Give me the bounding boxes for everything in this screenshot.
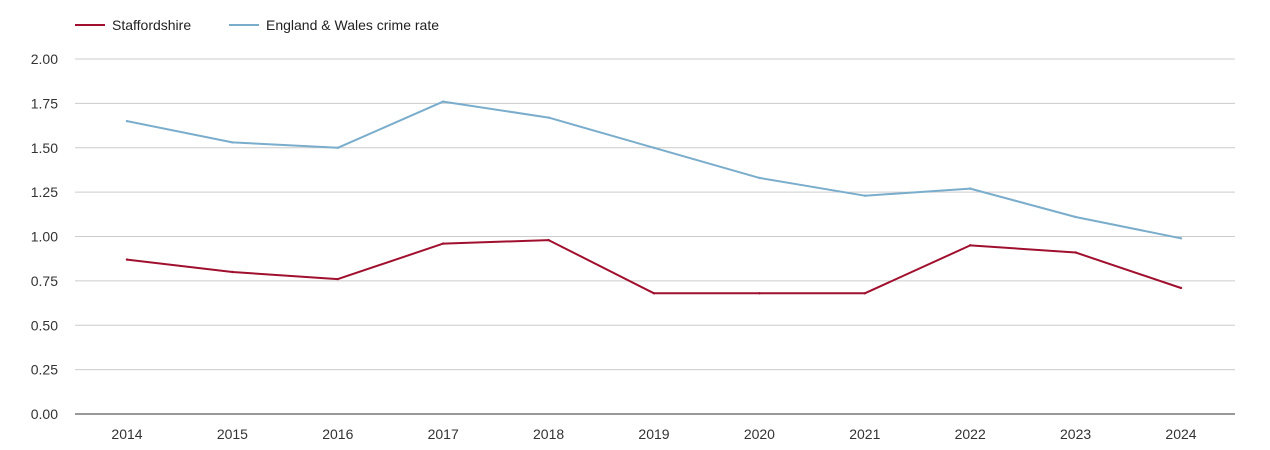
data-point-staffordshire	[969, 244, 972, 247]
data-point-staffordshire	[547, 238, 550, 242]
x-tick-label: 2022	[955, 426, 986, 442]
legend-label: England & Wales crime rate	[266, 17, 439, 33]
y-tick-label: 2.00	[31, 51, 58, 67]
x-axis: 2014 2015 2016 2017 2018 2019 2020 2021 2022 2023…	[111, 426, 1196, 442]
data-point-staffordshire	[1074, 251, 1077, 254]
data-point-england-wales-crime-rate	[547, 116, 550, 119]
data-point-england-wales-crime-rate	[863, 194, 866, 197]
y-tick-label: 1.75	[31, 95, 58, 111]
y-tick-label: 1.25	[31, 184, 58, 200]
y-tick-label: 0.00	[31, 406, 58, 422]
data-point-staffordshire	[863, 292, 866, 295]
x-tick-label: 2021	[849, 426, 880, 442]
data-point-england-wales-crime-rate	[336, 146, 339, 149]
data-point-england-wales-crime-rate	[1179, 237, 1183, 240]
data-point-england-wales-crime-rate	[969, 187, 972, 190]
data-point-england-wales-crime-rate	[231, 141, 234, 144]
legend-label: Staffordshire	[112, 17, 191, 33]
y-tick-label: 0.50	[31, 317, 58, 333]
y-axis: 0.00 0.25 0.50 0.75 1.00 1.25 1.50 1.75 2.00	[31, 51, 58, 422]
data-point-staffordshire	[442, 242, 445, 245]
x-tick-label: 2017	[428, 426, 459, 442]
data-point-england-wales-crime-rate	[125, 119, 129, 123]
series-line-staffordshire	[126, 239, 1182, 295]
y-tick-label: 0.25	[31, 362, 58, 378]
data-point-staffordshire	[1179, 286, 1183, 290]
x-tick-label: 2015	[217, 426, 248, 442]
y-tick-label: 1.00	[31, 229, 58, 245]
legend: Staffordshire England & Wales crime rate	[75, 17, 439, 33]
x-tick-label: 2024	[1165, 426, 1196, 442]
x-tick-label: 2014	[111, 426, 142, 442]
x-tick-label: 2019	[638, 426, 669, 442]
data-point-staffordshire	[758, 292, 761, 295]
data-point-staffordshire	[231, 270, 234, 274]
series-line-england-wales-crime-rate	[126, 100, 1182, 240]
x-tick-label: 2023	[1060, 426, 1091, 442]
data-point-staffordshire	[336, 277, 339, 281]
legend-item[interactable]: England & Wales crime rate	[229, 17, 439, 33]
data-point-staffordshire	[652, 292, 656, 295]
x-tick-label: 2018	[533, 426, 564, 442]
x-tick-label: 2016	[322, 426, 353, 442]
y-tick-label: 0.75	[31, 273, 58, 289]
data-point-england-wales-crime-rate	[652, 146, 656, 149]
data-point-staffordshire	[125, 258, 129, 261]
data-point-england-wales-crime-rate	[442, 100, 445, 103]
x-tick-label: 2020	[744, 426, 775, 442]
data-point-england-wales-crime-rate	[758, 176, 761, 180]
data-point-england-wales-crime-rate	[1074, 215, 1077, 219]
legend-item[interactable]: Staffordshire	[75, 17, 191, 33]
series-lines	[125, 100, 1183, 295]
gridlines	[75, 58, 1235, 415]
y-tick-label: 1.50	[31, 140, 58, 156]
